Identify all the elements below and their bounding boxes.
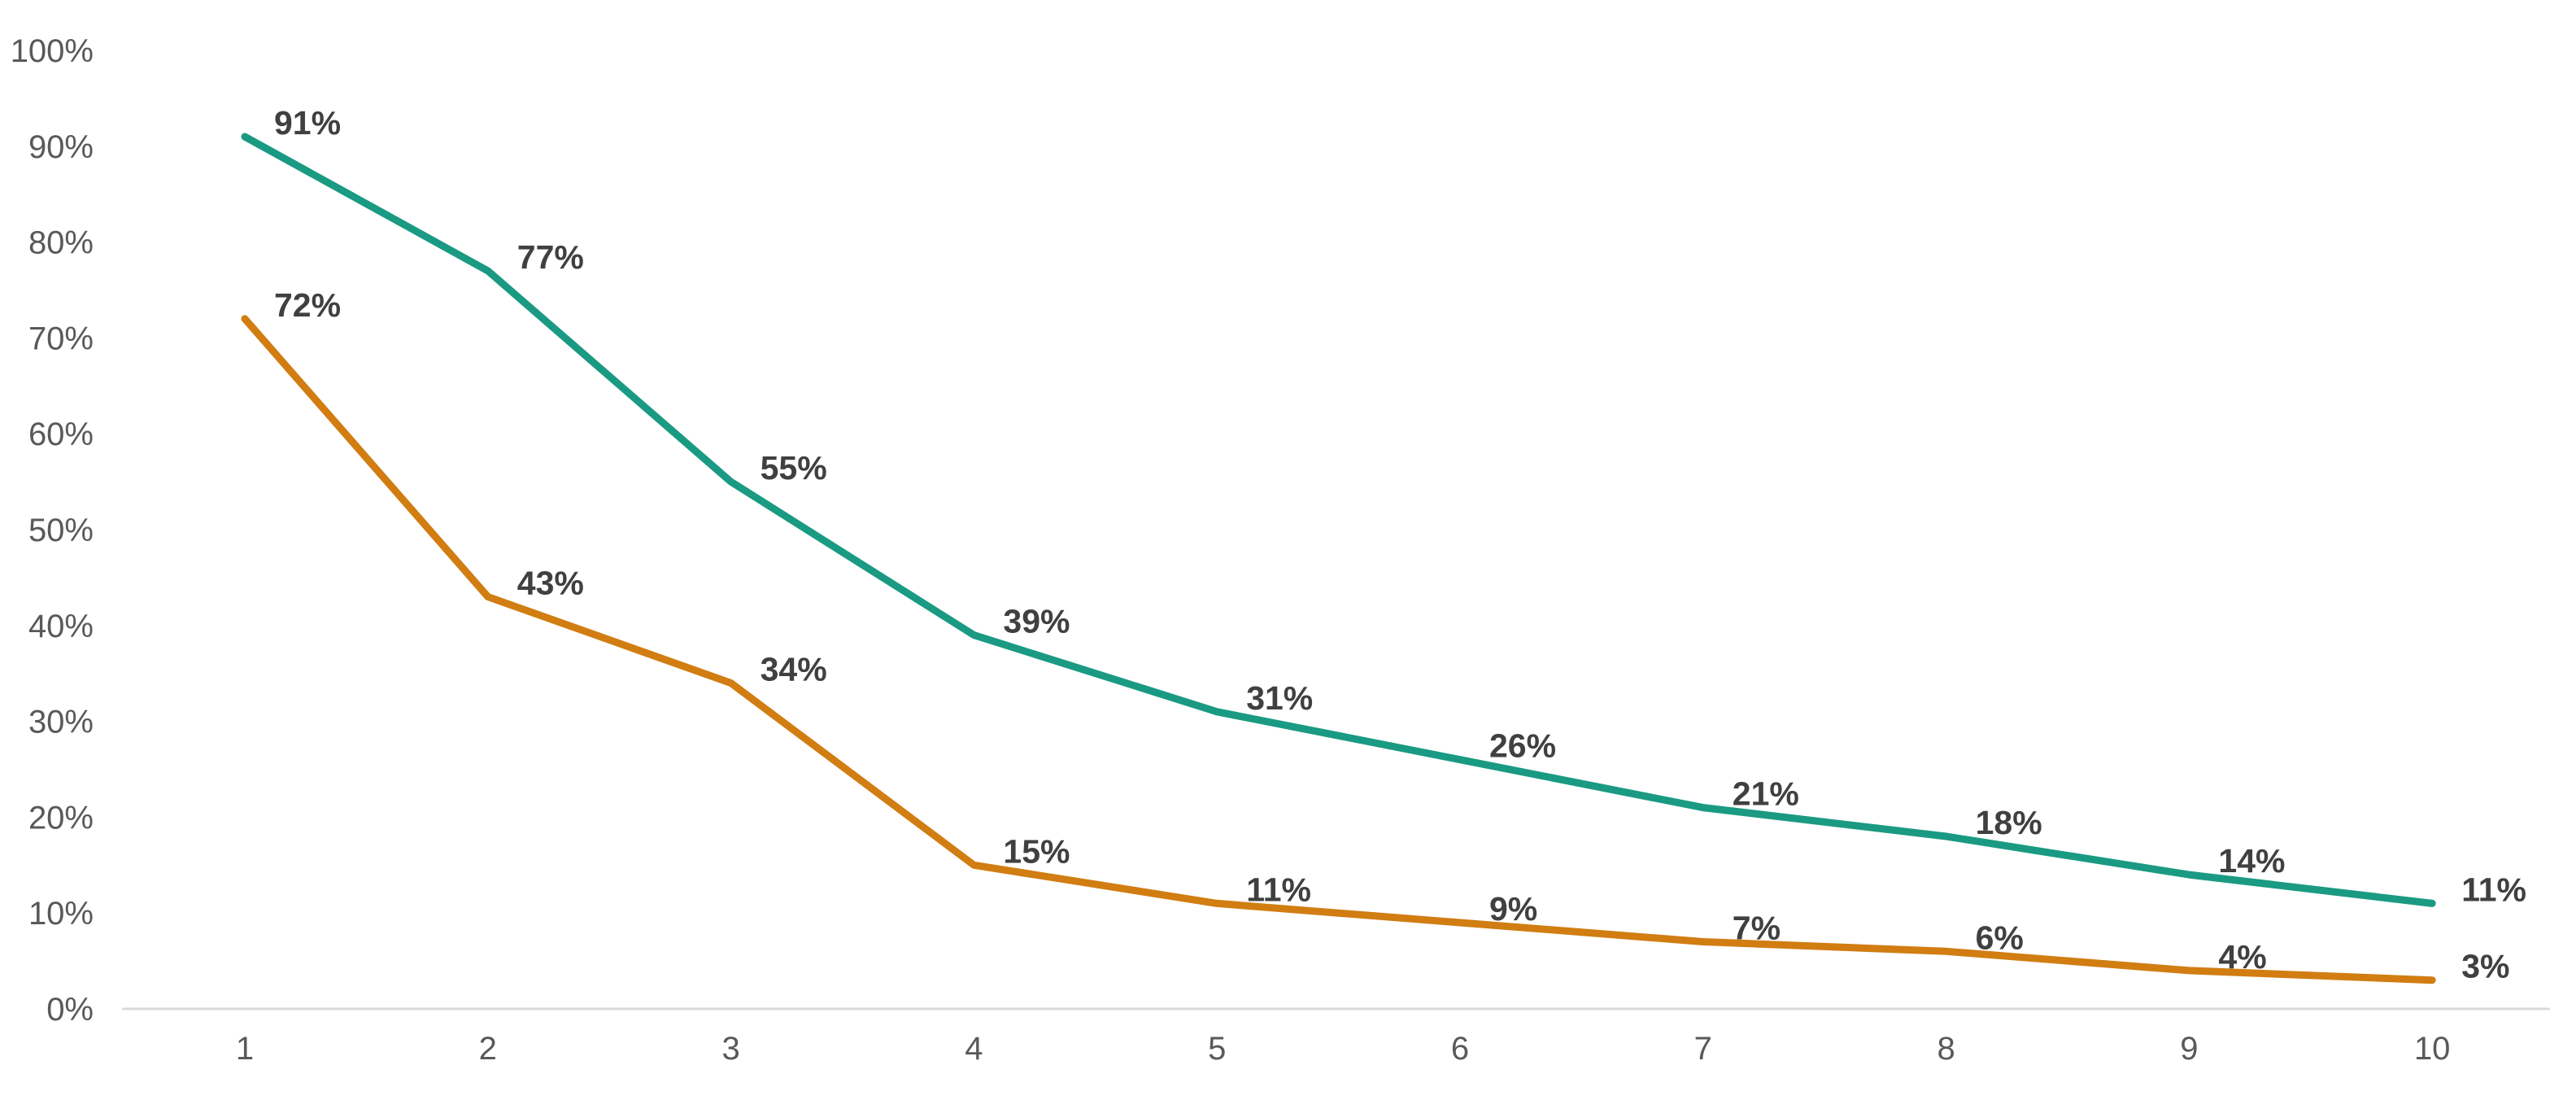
- data-label: 18%: [1976, 804, 2042, 841]
- x-axis-labels: 1 2 3 4 5 6 7 8 9 10: [236, 1031, 2451, 1067]
- y-tick-label: 50%: [28, 513, 94, 548]
- y-tick-label: 100%: [11, 33, 94, 69]
- data-label: 7%: [1733, 910, 1781, 947]
- data-label: 15%: [1003, 832, 1070, 870]
- data-label: 55%: [761, 449, 827, 487]
- x-tick-label: 7: [1694, 1031, 1712, 1067]
- x-tick-label: 9: [2180, 1031, 2198, 1067]
- data-label: 39%: [1003, 603, 1070, 640]
- y-tick-label: 60%: [28, 417, 94, 452]
- series-lines: [241, 133, 2436, 984]
- data-label: 31%: [1246, 679, 1313, 717]
- data-label: 26%: [1489, 727, 1556, 765]
- data-label: 77%: [517, 238, 584, 276]
- series-line-1: [241, 133, 2436, 907]
- y-tick-label: 90%: [28, 129, 94, 165]
- y-tick-label: 20%: [28, 800, 94, 836]
- data-label: 72%: [274, 286, 341, 324]
- data-label: 4%: [2218, 938, 2266, 976]
- series-line-2: [241, 315, 2436, 984]
- y-axis-labels: 0% 10% 20% 30% 40% 50% 60% 70% 80% 90% 100%: [11, 33, 94, 1028]
- x-tick-label: 6: [1451, 1031, 1469, 1067]
- x-tick-label: 4: [965, 1031, 983, 1067]
- x-tick-label: 3: [721, 1031, 739, 1067]
- data-label: 21%: [1733, 775, 1799, 813]
- x-tick-label: 2: [479, 1031, 497, 1067]
- data-labels: 91% 77% 55% 39% 31% 26% 21% 18% 14% 11% 72% 43% 34% 1…: [274, 104, 2526, 985]
- y-tick-label: 70%: [28, 321, 94, 356]
- x-tick-label: 8: [1937, 1031, 1955, 1067]
- data-label: 3%: [2461, 948, 2509, 985]
- data-label: 9%: [1489, 890, 1537, 928]
- y-tick-label: 0%: [46, 992, 94, 1028]
- data-label: 6%: [1976, 919, 2024, 956]
- data-label: 43%: [517, 564, 584, 601]
- y-tick-label: 30%: [28, 705, 94, 740]
- x-tick-label: 10: [2414, 1031, 2451, 1067]
- x-tick-label: 1: [236, 1031, 254, 1067]
- data-label: 11%: [2461, 871, 2526, 908]
- y-tick-label: 40%: [28, 609, 94, 644]
- data-label: 34%: [761, 650, 827, 688]
- y-tick-label: 80%: [28, 225, 94, 261]
- data-label: 11%: [1246, 871, 1311, 908]
- x-tick-label: 5: [1208, 1031, 1226, 1067]
- data-label: 91%: [274, 104, 341, 142]
- data-label: 14%: [2218, 842, 2285, 880]
- y-tick-label: 10%: [28, 896, 94, 932]
